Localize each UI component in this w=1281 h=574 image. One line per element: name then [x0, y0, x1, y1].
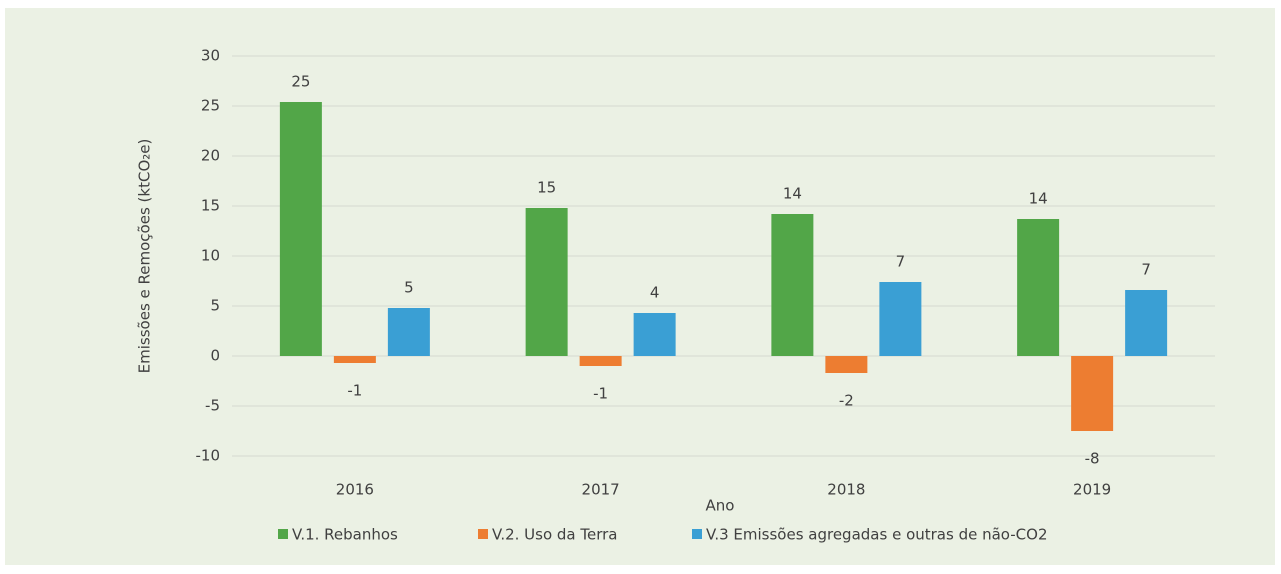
data-label: 14: [1029, 190, 1048, 208]
legend-label: V.3 Emissões agregadas e outras de não-C…: [706, 526, 1047, 544]
x-tick-label: 2018: [827, 481, 865, 499]
data-label: 15: [537, 179, 556, 197]
bar: [1071, 356, 1114, 431]
y-tick-label: 25: [201, 97, 220, 115]
y-tick-label: -5: [205, 397, 220, 415]
bar: [333, 356, 376, 363]
data-label: -1: [593, 385, 608, 403]
y-axis-label: Emissões e Remoções (ktCO₂e): [136, 139, 154, 374]
legend-swatch: [278, 529, 288, 539]
data-label: 7: [896, 253, 906, 271]
legend-label: V.2. Uso da Terra: [492, 526, 618, 544]
data-label: -2: [839, 392, 854, 410]
y-tick-label: 15: [201, 197, 220, 215]
y-tick-label: 0: [210, 347, 220, 365]
bar: [771, 214, 814, 356]
bar: [825, 356, 868, 373]
bar: [1125, 290, 1168, 356]
y-tick-label: -10: [196, 447, 221, 465]
data-label: -8: [1085, 450, 1100, 468]
chart-background: [5, 8, 1275, 565]
data-label: 7: [1141, 261, 1151, 279]
bar: [633, 313, 676, 356]
data-label: 4: [650, 284, 660, 302]
x-tick-label: 2016: [336, 481, 374, 499]
data-label: 14: [783, 185, 802, 203]
y-tick-label: 20: [201, 147, 220, 165]
y-tick-label: 5: [210, 297, 220, 315]
x-axis-label: Ano: [706, 497, 735, 515]
legend-swatch: [478, 529, 488, 539]
bar: [1017, 219, 1060, 356]
data-label: -1: [347, 382, 362, 400]
legend-label: V.1. Rebanhos: [292, 526, 398, 544]
y-tick-label: 30: [201, 47, 220, 65]
bar: [279, 102, 322, 356]
data-label: 5: [404, 279, 414, 297]
bar: [387, 308, 430, 356]
bar: [879, 282, 922, 356]
legend-swatch: [692, 529, 702, 539]
x-tick-label: 2017: [582, 481, 620, 499]
bar: [579, 356, 622, 366]
bar: [525, 208, 568, 356]
x-tick-label: 2019: [1073, 481, 1111, 499]
data-label: 25: [291, 73, 310, 91]
y-tick-label: 10: [201, 247, 220, 265]
